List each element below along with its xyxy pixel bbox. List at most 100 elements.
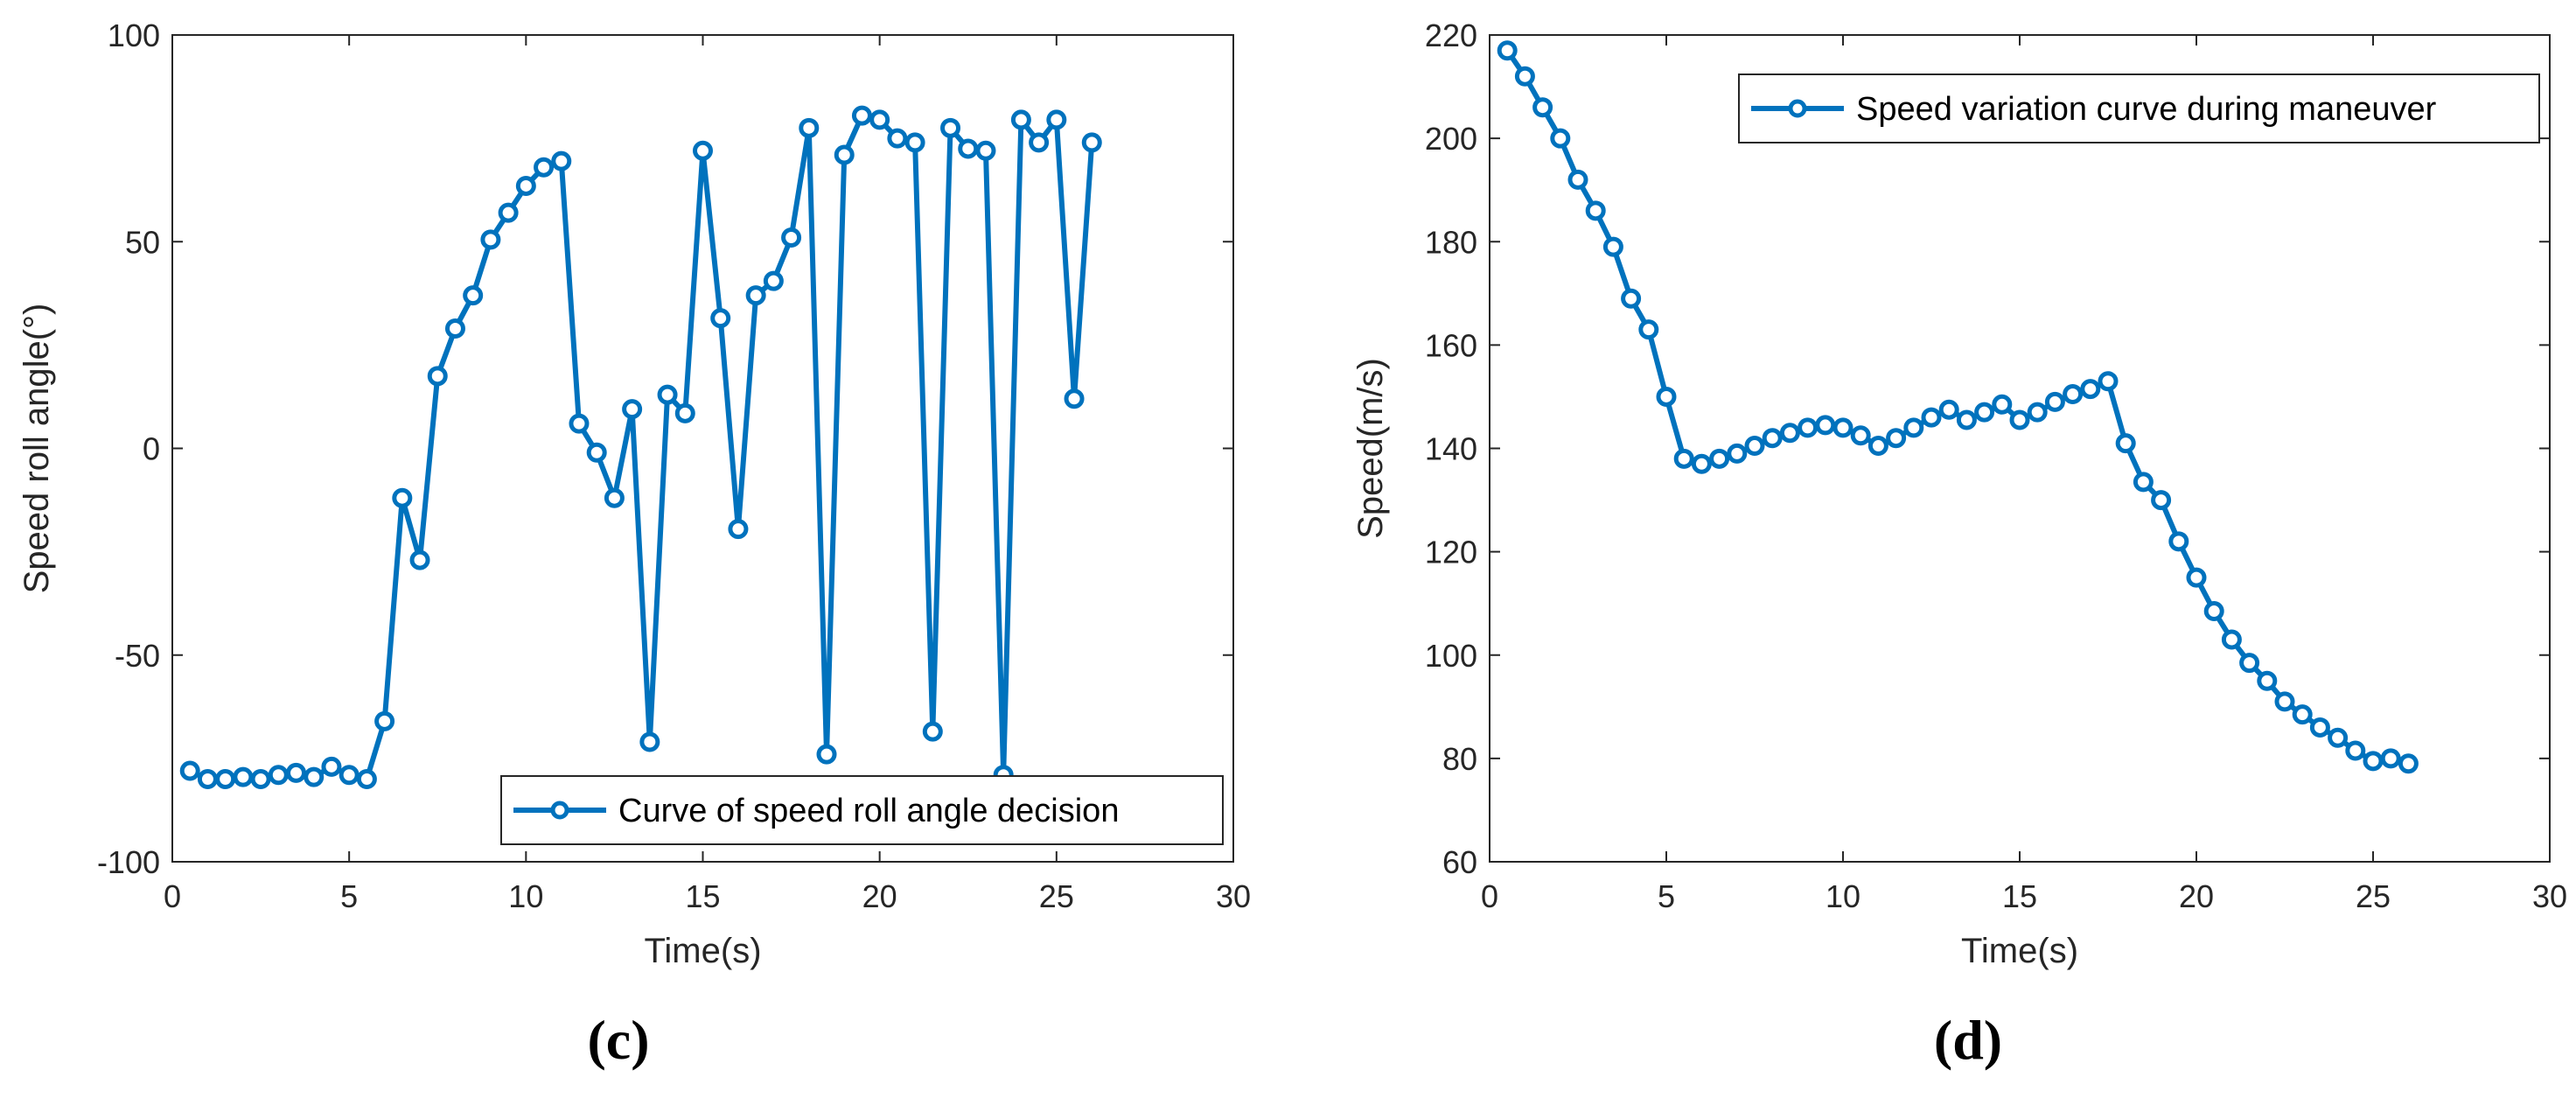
data-point-c [569,413,590,434]
data-point-d [2098,371,2119,392]
y-tick-label-c: 50 [125,224,160,260]
x-tick-label-d: 5 [1658,878,1675,914]
data-point-d [2027,402,2048,423]
series-line-d [1504,49,2410,766]
y-tick-label-d: 60 [1442,844,1477,880]
data-point-c [409,549,430,570]
data-point-d [2044,391,2065,412]
data-point-d [1850,425,1871,446]
data-point-d [2168,531,2189,552]
data-point-d [1867,436,1888,457]
y-axis-label-c: Speed roll angle(°) [17,304,56,594]
y-tick-label-c: -50 [115,638,160,674]
data-point-c [816,744,837,765]
data-point-c [710,308,731,329]
data-point-c [958,138,979,159]
data-point-d [2080,379,2101,400]
y-tick-label-c: 100 [108,17,160,53]
data-point-c [339,765,360,786]
data-point-c [480,229,501,250]
y-tick-label-d: 140 [1425,431,1477,467]
data-point-c [975,140,996,161]
y-tick-label-c: 0 [143,431,160,467]
data-point-d [1815,415,1836,436]
data-point-c [693,140,713,161]
data-point-c [1064,388,1085,409]
data-point-c [268,765,289,786]
data-point-d [1779,423,1800,444]
data-point-d [2186,567,2207,588]
x-axis-label-c: Time(s) [644,932,761,970]
data-point-c [1046,109,1067,130]
data-point-d [2328,727,2349,748]
data-point-d [2063,383,2084,404]
axes-frame-d [1489,34,2551,863]
legend-marker-d [1788,99,1807,118]
data-point-d [1974,402,1995,423]
data-point-d [2203,601,2224,622]
data-point-c [887,128,908,149]
x-tick-label-c: 10 [508,878,543,914]
y-tick-label-d: 120 [1425,535,1477,570]
data-point-d [1514,66,1535,87]
data-point-c [922,721,943,742]
data-point-c [321,756,342,777]
data-point-c [763,270,784,291]
data-point-c [304,766,325,787]
data-point-d [1656,386,1677,407]
data-point-d [2257,670,2278,691]
y-tick-labels-d: 60 80 100 120 140 160 180 200 220 [1425,17,1477,880]
data-point-c [534,157,555,178]
data-point-d [1938,399,1959,420]
data-point-d [2292,704,2313,725]
data-point-c [356,769,377,789]
y-tick-labels-c: -100 -50 0 50 100 [97,17,160,880]
legend-box-c [500,775,1224,845]
data-point-d [2309,717,2330,738]
data-point-d [1992,394,2013,415]
x-tick-label-c: 20 [862,878,897,914]
data-point-d [1921,407,1942,428]
data-point-c [551,150,572,171]
data-point-d [1602,236,1623,257]
data-point-d [1567,169,1588,190]
data-point-d [2151,490,2172,511]
x-tick-label-d: 30 [2532,878,2567,914]
data-point-c [940,117,961,138]
data-point-c [444,318,465,339]
x-tick-labels-d: 0 5 10 15 20 25 30 [1481,878,2567,914]
data-point-d [2009,409,2030,430]
data-point-c [233,766,254,787]
data-point-d [2239,653,2260,674]
legend-marker-c [550,801,569,820]
data-point-c [851,105,872,126]
x-tick-label-d: 25 [2356,878,2391,914]
data-point-d [1833,417,1853,438]
x-tick-label-c: 15 [685,878,720,914]
series-d [1497,40,2419,774]
data-point-c [799,117,820,138]
chart-panel-d: 0 5 10 15 20 25 30 60 80 100 120 140 160 180 200 220 T… [1351,17,2567,1071]
data-point-d [1744,436,1765,457]
data-point-c [869,109,890,130]
axes-frame-c [171,34,1234,863]
y-tick-label-d: 100 [1425,638,1477,674]
data-point-d [1762,428,1783,449]
x-tick-label-d: 15 [2002,878,2037,914]
x-tick-labels-c: 0 5 10 15 20 25 30 [164,878,1251,914]
data-point-d [1673,448,1694,469]
data-point-d [1532,97,1553,118]
y-tick-label-d: 200 [1425,121,1477,157]
x-tick-label-d: 0 [1481,878,1498,914]
data-point-d [2221,629,2242,650]
y-axis-label-d: Speed(m/s) [1351,358,1390,539]
legend-text-d: Speed variation curve during maneuver [1856,91,2437,128]
data-point-d [1585,200,1606,221]
x-tick-label-c: 0 [164,878,181,914]
data-point-d [2363,751,2384,772]
y-tick-label-d: 80 [1442,741,1477,777]
legend-box-d [1738,73,2540,143]
data-point-d [2380,748,2401,769]
x-tick-label-d: 10 [1826,878,1860,914]
